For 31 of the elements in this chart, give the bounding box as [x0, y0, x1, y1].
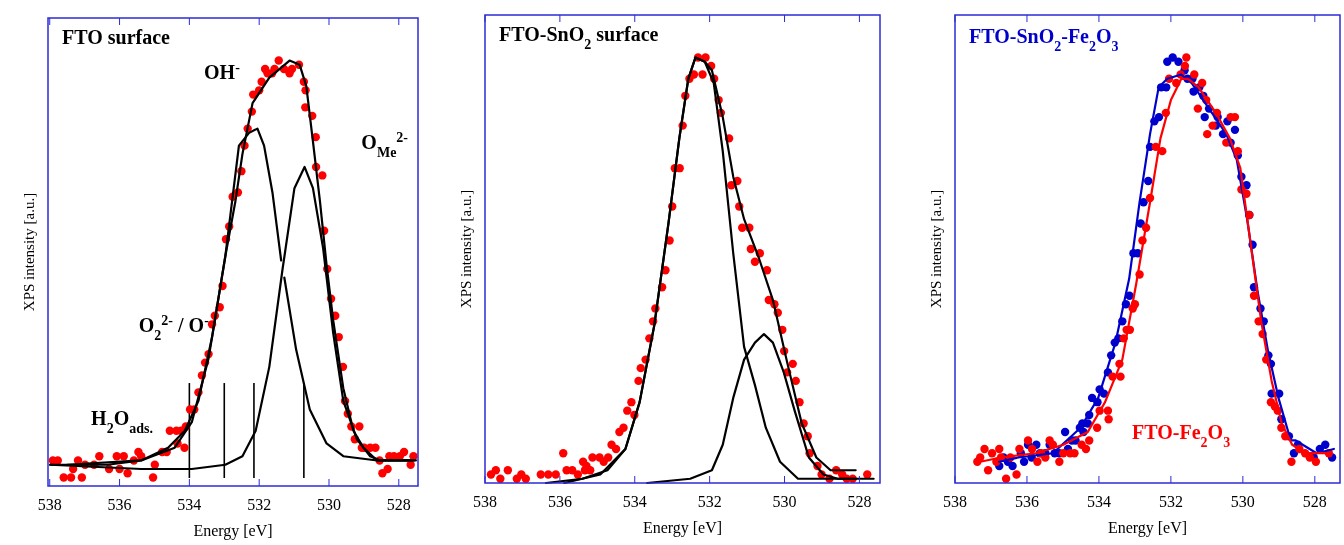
x-tick-label: 536 — [1014, 493, 1039, 510]
x-tick-label: 530 — [772, 493, 797, 510]
x-tick-label: 528 — [386, 496, 411, 513]
x-tick-label: 528 — [847, 493, 872, 510]
x-axis-title: Energy [eV] — [642, 519, 723, 537]
x-tick-label: 536 — [547, 493, 572, 510]
x-axis-title: Energy [eV] — [193, 522, 273, 540]
x-tick-label: 538 — [473, 493, 497, 510]
y-axis-title: XPS intensity [a.u.] — [928, 189, 944, 309]
chart-title: FTO surface — [62, 26, 171, 48]
series-label: FTO-Fe$_{2}$O$_{3}$ — [1132, 420, 1231, 450]
x-tick-label: 534 — [622, 493, 647, 510]
annotation: H$_{2}$O$_{ads.}$ — [91, 407, 153, 436]
x-tick-label: 532 — [697, 493, 722, 510]
annotation: O$_{2}$$^{2-}$ / O$^{-}$ — [138, 312, 210, 343]
x-tick-label: 532 — [1158, 493, 1183, 510]
y-axis-title: XPS intensity [a.u.] — [21, 192, 37, 312]
x-tick-label: 538 — [37, 496, 62, 513]
x-tick-label: 538 — [943, 493, 967, 510]
x-tick-label: 530 — [316, 496, 341, 513]
x-tick-label: 536 — [107, 496, 132, 513]
y-axis-title: XPS intensity [a.u.] — [458, 189, 474, 309]
text: FTO-SnO$_{2}$-Fe$_{2}$O$_{3}$ — [969, 25, 1119, 54]
x-tick-label: 534 — [1086, 493, 1111, 510]
x-tick-label: 530 — [1230, 493, 1255, 510]
x-axis-title: Energy [eV] — [1107, 519, 1188, 537]
x-tick-label: 534 — [177, 496, 202, 513]
chart-title: FTO-SnO$_{2}$ surface — [499, 23, 659, 52]
annotation: OH$^{-}$ — [204, 59, 241, 83]
x-tick-label: 528 — [1302, 493, 1327, 510]
x-tick-label: 532 — [247, 496, 272, 513]
